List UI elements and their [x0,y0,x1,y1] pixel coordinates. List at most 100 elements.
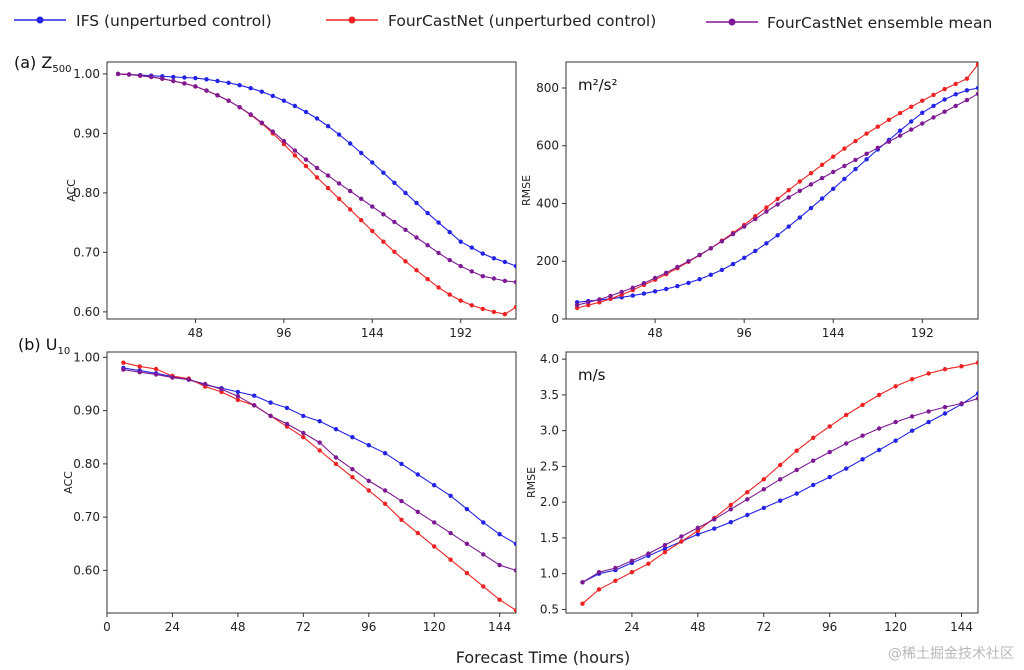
y-axis-label: RMSE [525,467,538,498]
data-point [325,185,331,191]
data-point [350,435,355,440]
data-point [415,472,420,477]
series-line [576,63,978,309]
data-point [920,110,925,116]
data-point [153,366,159,372]
data-point [886,117,892,123]
data-point [204,88,209,93]
data-point [864,131,869,136]
data-point [613,565,618,571]
plot-frame [106,351,517,614]
data-point [497,562,502,568]
data-point [697,277,702,282]
data-point [641,291,647,296]
data-point [333,455,339,460]
data-point [381,170,386,175]
y-tick-label: 3.5 [540,388,559,402]
x-tick-label: 72 [296,620,311,634]
row-label-a: (a) Z500 [14,53,71,75]
data-point [864,151,869,156]
data-point [730,261,736,267]
y-tick-label: 800 [536,81,559,95]
data-point [153,372,159,377]
y-tick-label: 1.5 [540,531,559,545]
data-point [301,435,306,440]
data-point [171,78,176,84]
data-point [317,448,322,453]
data-point [875,145,880,150]
data-point [325,173,331,178]
data-point [942,97,947,102]
legend-entry-fourcastnet-control: FourCastNet (unperturbed control) [326,12,656,30]
data-point [215,78,220,84]
x-tick-label: 96 [737,326,752,340]
data-point [761,505,766,511]
data-point [215,93,220,98]
data-point [281,98,287,103]
data-point [864,157,869,162]
watermark: @稀土掘金技术社区 [888,646,1014,662]
x-tick-label: 120 [423,620,446,634]
data-point [909,104,914,110]
data-point [399,498,404,504]
plot-frame [565,351,979,614]
data-point [491,276,497,281]
y-tick-label: 3.0 [540,424,559,438]
data-point [415,530,420,536]
series-fourcastnet-unperturbed-control [574,62,978,311]
data-point [975,360,978,365]
data-point [392,249,397,254]
data-point [926,409,931,414]
data-point [975,62,978,67]
y-tick-label: 0.60 [73,305,100,319]
x-tick-label: 144 [950,620,973,634]
y-tick-label: 0.60 [73,563,100,577]
data-point [137,364,142,369]
data-point [730,231,736,237]
data-point [259,120,264,125]
data-point [931,92,936,98]
series-ifs-unperturbed-control [580,391,978,585]
series-line [123,362,516,611]
y-tick-label: 0.90 [73,126,100,140]
series-line [123,367,516,545]
data-point [447,257,452,263]
data-point [797,215,802,220]
data-point [382,488,388,493]
data-point [170,375,175,380]
data-point [226,80,231,86]
data-point [808,182,814,187]
data-point [491,256,497,261]
data-point [695,525,700,531]
data-point [794,491,799,496]
data-point [281,138,287,144]
y-tick-label: 200 [536,254,559,268]
data-point [382,501,388,506]
data-point [284,421,290,427]
data-point [931,103,936,109]
x-tick-label: 48 [188,326,203,340]
legend-marker-fourcastnet-ensemble [728,18,736,26]
data-point [613,578,618,583]
data-point [844,466,849,471]
data-point [333,427,339,432]
data-point [641,281,647,286]
panel-a-rmse: 48 96 144 192 0 200 400 600 800 RMSE m²/s² [520,61,979,340]
data-point [719,267,725,273]
data-point [359,196,364,201]
data-point [502,259,508,265]
data-point [630,293,635,298]
data-point [697,252,702,258]
data-point [664,286,669,292]
data-point [348,207,353,212]
data-point [728,520,733,525]
data-point [964,97,970,103]
series-ifs-unperturbed-control [121,365,516,546]
data-point [481,552,486,557]
x-tick-label: 96 [822,620,837,634]
data-point [646,551,651,556]
data-point [753,248,758,254]
data-point [819,196,825,201]
data-point [827,424,832,429]
data-point [403,259,408,264]
